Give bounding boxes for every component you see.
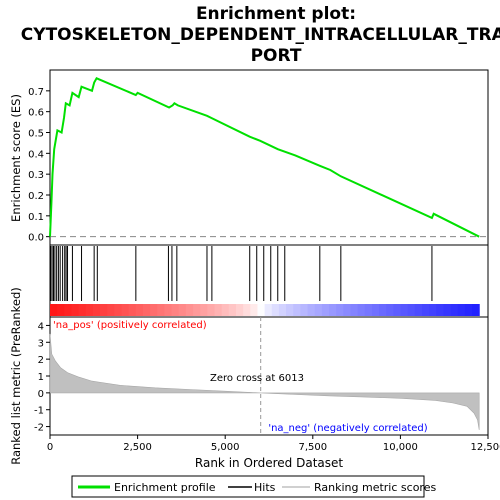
colorbar-segment — [286, 304, 294, 316]
colorbar-segment — [92, 304, 101, 316]
x-tick-label: 10,000 — [383, 442, 418, 453]
colorbar-segment — [379, 304, 387, 316]
x-axis-label: Rank in Ordered Dataset — [195, 456, 343, 470]
colorbar-segment — [314, 304, 323, 316]
colorbar-segment — [321, 304, 330, 316]
colorbar-segment — [71, 304, 80, 316]
zero-cross-label: Zero cross at 6013 — [210, 373, 304, 384]
colorbar-segment — [250, 304, 258, 316]
chart-title-line-1: Enrichment plot: — [196, 4, 356, 24]
colorbar-segment — [357, 304, 366, 316]
colorbar-segment — [343, 304, 351, 316]
x-tick-label: 2,500 — [123, 442, 152, 453]
rank-y-tick-label: -2 — [34, 423, 44, 434]
colorbar-segment — [164, 304, 173, 316]
es-y-tick-label: 0.5 — [28, 129, 44, 140]
colorbar-segment — [336, 304, 344, 316]
colorbar-segment — [293, 304, 301, 316]
es-panel — [49, 69, 489, 246]
colorbar-segment — [64, 304, 72, 316]
rank-y-tick-label: 1 — [38, 372, 44, 383]
colorbar-segment — [464, 304, 473, 316]
colorbar-segment — [143, 304, 151, 316]
legend-enrichment-label: Enrichment profile — [114, 481, 216, 494]
colorbar-segment — [57, 304, 65, 316]
colorbar-segment — [50, 304, 58, 316]
colorbar-segment — [221, 304, 230, 316]
colorbar-segment — [214, 304, 223, 316]
es-y-tick-label: 0.6 — [28, 108, 44, 119]
colorbar-segment — [264, 304, 273, 316]
ranking-metric-area — [49, 333, 480, 430]
colorbar-segment — [85, 304, 94, 316]
es-y-tick-label: 0.3 — [28, 170, 44, 181]
colorbar-segment — [350, 304, 359, 316]
colorbar-segment — [457, 304, 466, 316]
x-tick-label: 7,500 — [298, 442, 327, 453]
rank-y-tick-label: -1 — [34, 406, 44, 417]
colorbar-segment — [78, 304, 87, 316]
colorbar-segment — [364, 304, 373, 316]
negative-correlated-label: 'na_neg' (negatively correlated) — [268, 423, 427, 434]
colorbar-segment — [400, 304, 409, 316]
colorbar-segment — [307, 304, 316, 316]
colorbar-segment — [114, 304, 123, 316]
x-tick-label: 0 — [47, 442, 53, 453]
colorbar-segment — [171, 304, 180, 316]
colorbar-segment — [193, 304, 201, 316]
rank-y-axis-label: Ranked list metric (PreRanked) — [9, 287, 23, 465]
colorbar-segment — [450, 304, 459, 316]
colorbar-segment — [100, 304, 108, 316]
colorbar-segment — [271, 304, 280, 316]
colorbar-segment — [407, 304, 416, 316]
chart-title-line-2: CYTOSKELETON_DEPENDENT_INTRACELLULAR_TRA… — [21, 25, 500, 45]
colorbar-segment — [443, 304, 452, 316]
colorbar-segment — [257, 304, 266, 316]
es-y-tick-label: 0.1 — [28, 212, 44, 223]
colorbar-segment — [386, 304, 394, 316]
colorbar-segment — [472, 304, 480, 316]
colorbar-segment — [236, 304, 244, 316]
colorbar-segment — [178, 304, 187, 316]
colorbar-segment — [300, 304, 309, 316]
colorbar-segment — [436, 304, 444, 316]
colorbar-segment — [207, 304, 216, 316]
colorbar-segment — [429, 304, 437, 316]
colorbar-segment — [185, 304, 194, 316]
colorbar-segment — [422, 304, 430, 316]
x-tick-label: 12,500 — [471, 442, 500, 453]
colorbar-segment — [150, 304, 158, 316]
legend-ranking-label: Ranking metric scores — [314, 481, 436, 494]
colorbar-segment — [157, 304, 165, 316]
es-y-tick-label: 0.4 — [28, 149, 44, 160]
rank-y-tick-label: 3 — [38, 338, 44, 349]
colorbar-segment — [414, 304, 423, 316]
es-y-axis-label: Enrichment score (ES) — [9, 94, 23, 222]
colorbar-segment — [371, 304, 380, 316]
rank-y-tick-label: 4 — [38, 321, 44, 332]
legend-hits-label: Hits — [254, 481, 276, 494]
colorbar-segment — [393, 304, 402, 316]
colorbar-segment — [121, 304, 130, 316]
es-y-tick-label: 0.7 — [28, 87, 44, 98]
colorbar-segment — [243, 304, 251, 316]
rank-y-tick-label: 0 — [38, 389, 44, 400]
enrichment-profile-line — [49, 77, 480, 238]
x-tick-label: 5,000 — [211, 442, 240, 453]
colorbar-segment — [135, 304, 144, 316]
colorbar-segment — [128, 304, 137, 316]
positive-correlated-label: 'na_pos' (positively correlated) — [53, 320, 207, 331]
es-y-tick-label: 0.2 — [28, 191, 44, 202]
colorbar-segment — [228, 304, 237, 316]
es-y-tick-label: 0.0 — [28, 233, 44, 244]
colorbar-segment — [107, 304, 115, 316]
colorbar-segment — [329, 304, 337, 316]
rank-y-tick-label: 2 — [38, 355, 44, 366]
rank-panel — [49, 316, 489, 436]
colorbar-segment — [200, 304, 208, 316]
colorbar-segment — [278, 304, 287, 316]
chart-title-line-3: PORT — [251, 46, 302, 66]
